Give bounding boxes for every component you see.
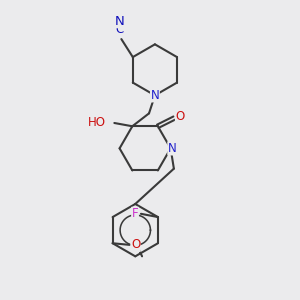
Text: HO: HO bbox=[88, 116, 106, 128]
Text: C: C bbox=[116, 23, 124, 36]
Text: O: O bbox=[176, 110, 185, 123]
Text: N: N bbox=[115, 15, 124, 28]
Text: F: F bbox=[132, 207, 138, 220]
Text: O: O bbox=[131, 238, 140, 251]
Text: N: N bbox=[168, 142, 177, 155]
Text: N: N bbox=[151, 89, 159, 102]
